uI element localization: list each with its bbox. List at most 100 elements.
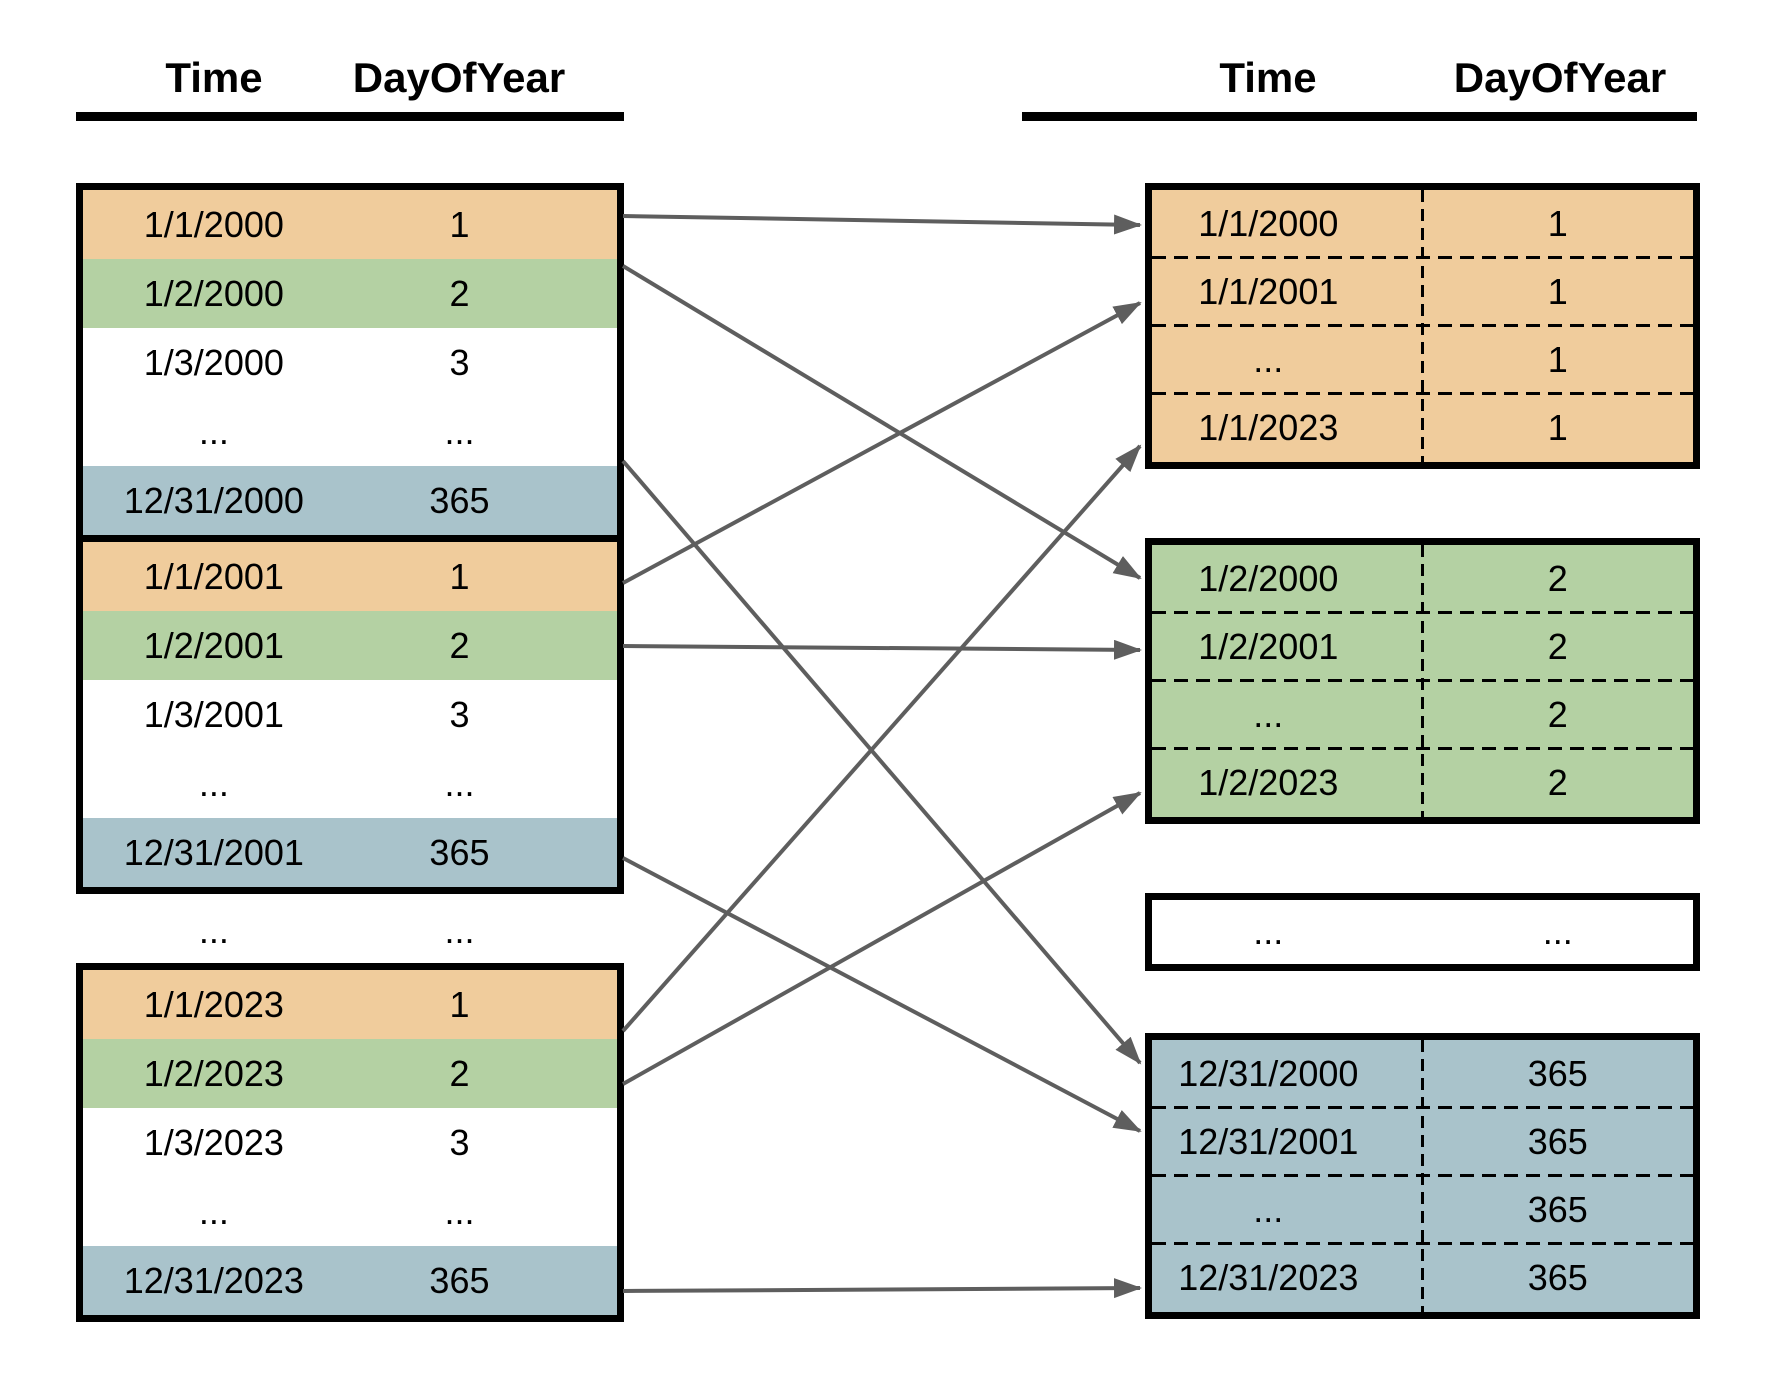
dayofyear-cell: 2 — [449, 1052, 470, 1094]
table-row: 1/2/2000 2 — [1152, 545, 1693, 613]
dayofyear-cell: 3 — [449, 341, 470, 383]
table-row: 12/31/2001 365 — [1152, 1108, 1693, 1176]
time-cell: 1/2/2023 — [1198, 762, 1339, 803]
dayofyear-cell: 365 — [429, 1259, 490, 1301]
dayofyear-cell: 1 — [449, 983, 470, 1025]
table-row: 1/3/2001 3 — [83, 680, 617, 749]
table-row: 12/31/2000 365 — [1152, 1040, 1693, 1108]
dayofyear-cell: 2 — [1547, 762, 1568, 803]
table-row-ellipsis: ... 2 — [1152, 681, 1693, 749]
dayofyear-cell: 1 — [449, 203, 470, 245]
right-table-day1: 1/1/2000 1 1/1/2001 1 ... 1 1/1/2023 1 — [1145, 183, 1700, 469]
table-row: 1/1/2001 1 — [83, 542, 617, 611]
dashed-column-divider — [1420, 190, 1424, 462]
right-header-dayofyear: DayOfYear — [1453, 54, 1667, 101]
dashed-column-divider — [1420, 545, 1424, 817]
dayofyear-cell: 1 — [1547, 339, 1568, 380]
dayofyear-cell: 2 — [449, 624, 470, 666]
time-cell: ... — [1253, 339, 1284, 380]
time-cell: 12/31/2023 — [1178, 1257, 1359, 1298]
dayofyear-cell: ... — [444, 410, 475, 452]
arrow-1/1/2000-to-day1-group-row1 — [622, 214, 1142, 235]
time-cell: 1/1/2001 — [143, 555, 284, 597]
arrow-12/31/2001-to-day365-group-row2 — [622, 856, 1142, 1133]
arrow-12/31/2000-to-day365-group-row1 — [621, 459, 1142, 1065]
table-row: 1/1/2023 1 — [1152, 394, 1693, 462]
table-row: 1/2/2023 2 — [83, 1039, 617, 1108]
dayofyear-cell: ... — [444, 762, 475, 804]
left-table-stack-2000-2001: 1/1/2000 1 1/2/2000 2 1/3/2000 3 ... ...… — [76, 183, 624, 894]
time-cell: ... — [198, 762, 229, 804]
dayofyear-cell: 1 — [1547, 203, 1568, 244]
left-header-time: Time — [165, 54, 263, 101]
dayofyear-cell: 365 — [1527, 1053, 1588, 1094]
time-cell: 1/1/2000 — [143, 203, 284, 245]
dayofyear-cell: 1 — [449, 555, 470, 597]
right-header-underline — [1022, 112, 1697, 121]
dayofyear-cell: ... — [444, 910, 475, 951]
dayofyear-cell: 3 — [449, 693, 470, 735]
arrow-1/2/2023-to-day2-group-row4 — [622, 791, 1142, 1086]
left-header-dayofyear: DayOfYear — [352, 54, 566, 101]
table-row: 12/31/2000 365 — [83, 466, 617, 535]
table-row-ellipsis: ... ... — [1152, 900, 1693, 964]
table-row: 1/1/2023 1 — [83, 970, 617, 1039]
table-row: 1/2/2000 2 — [83, 259, 617, 328]
time-cell: ... — [1253, 1189, 1284, 1230]
arrow-1/2/2001-to-day2-group-row2 — [622, 639, 1142, 660]
time-cell: 12/31/2001 — [1178, 1121, 1359, 1162]
table-row-ellipsis: ... ... — [83, 1177, 617, 1246]
table-row-ellipsis: ... ... — [83, 749, 617, 818]
dayofyear-cell: ... — [1542, 911, 1573, 952]
table-body: 1/1/2000 1 1/1/2001 1 ... 1 1/1/2023 1 — [1152, 190, 1693, 462]
time-cell: 1/2/2023 — [143, 1052, 284, 1094]
table-row-ellipsis: ... 365 — [1152, 1176, 1693, 1244]
table-row: 12/31/2001 365 — [83, 818, 617, 887]
time-cell: 1/1/2000 — [1198, 203, 1339, 244]
left-table-2023: 1/1/2023 1 1/2/2023 2 1/3/2023 3 ... ...… — [76, 963, 624, 1322]
table-row: 1/3/2023 3 — [83, 1108, 617, 1177]
time-cell: 1/2/2001 — [143, 624, 284, 666]
time-cell: 1/2/2000 — [1198, 558, 1339, 599]
right-table-day2: 1/2/2000 2 1/2/2001 2 ... 2 1/2/2023 2 — [1145, 538, 1700, 824]
dayofyear-cell: 365 — [429, 479, 490, 521]
table-body: 12/31/2000 365 12/31/2001 365 ... 365 12… — [1152, 1040, 1693, 1312]
dayofyear-cell: 3 — [449, 1121, 470, 1163]
table-row: 1/1/2000 1 — [83, 190, 617, 259]
time-cell: ... — [1253, 911, 1284, 952]
table-row: 12/31/2023 365 — [1152, 1244, 1693, 1312]
dayofyear-cell: 2 — [1547, 558, 1568, 599]
dayofyear-cell: 2 — [449, 272, 470, 314]
table-body: ... ... — [1152, 900, 1693, 964]
time-cell: 1/2/2001 — [1198, 626, 1339, 667]
table-body: 1/2/2000 2 1/2/2001 2 ... 2 1/2/2023 2 — [1152, 545, 1693, 817]
time-cell: 1/1/2023 — [1198, 407, 1339, 448]
dayofyear-cell: 365 — [1527, 1189, 1588, 1230]
table-divider — [83, 535, 617, 542]
right-table-day365: 12/31/2000 365 12/31/2001 365 ... 365 12… — [1145, 1033, 1700, 1319]
time-cell: ... — [198, 410, 229, 452]
table-row: 1/1/2001 1 — [1152, 258, 1693, 326]
table-row: 1/1/2000 1 — [1152, 190, 1693, 258]
dayofyear-cell: 1 — [1547, 271, 1568, 312]
time-cell: ... — [198, 910, 229, 951]
dayofyear-cell: 2 — [1547, 626, 1568, 667]
dayofyear-cell: 365 — [1527, 1257, 1588, 1298]
time-cell: 1/2/2000 — [143, 272, 284, 314]
left-header-underline — [76, 112, 624, 121]
table-row-ellipsis: ... 1 — [1152, 326, 1693, 394]
dayofyear-cell: 365 — [429, 831, 490, 873]
time-cell: 1/3/2023 — [143, 1121, 284, 1163]
dayofyear-cell: ... — [444, 1190, 475, 1232]
dayofyear-cell: 1 — [1547, 407, 1568, 448]
time-cell: 1/3/2001 — [143, 693, 284, 735]
time-cell: 12/31/2000 — [1178, 1053, 1359, 1094]
time-cell: 1/3/2000 — [143, 341, 284, 383]
time-cell: 12/31/2001 — [123, 831, 304, 873]
time-cell: 12/31/2023 — [123, 1259, 304, 1301]
table-row: 1/2/2001 2 — [1152, 613, 1693, 681]
table-row: 1/2/2023 2 — [1152, 749, 1693, 817]
time-cell: 1/1/2023 — [143, 983, 284, 1025]
arrow-12/31/2023-to-day365-group-row4 — [622, 1278, 1142, 1299]
